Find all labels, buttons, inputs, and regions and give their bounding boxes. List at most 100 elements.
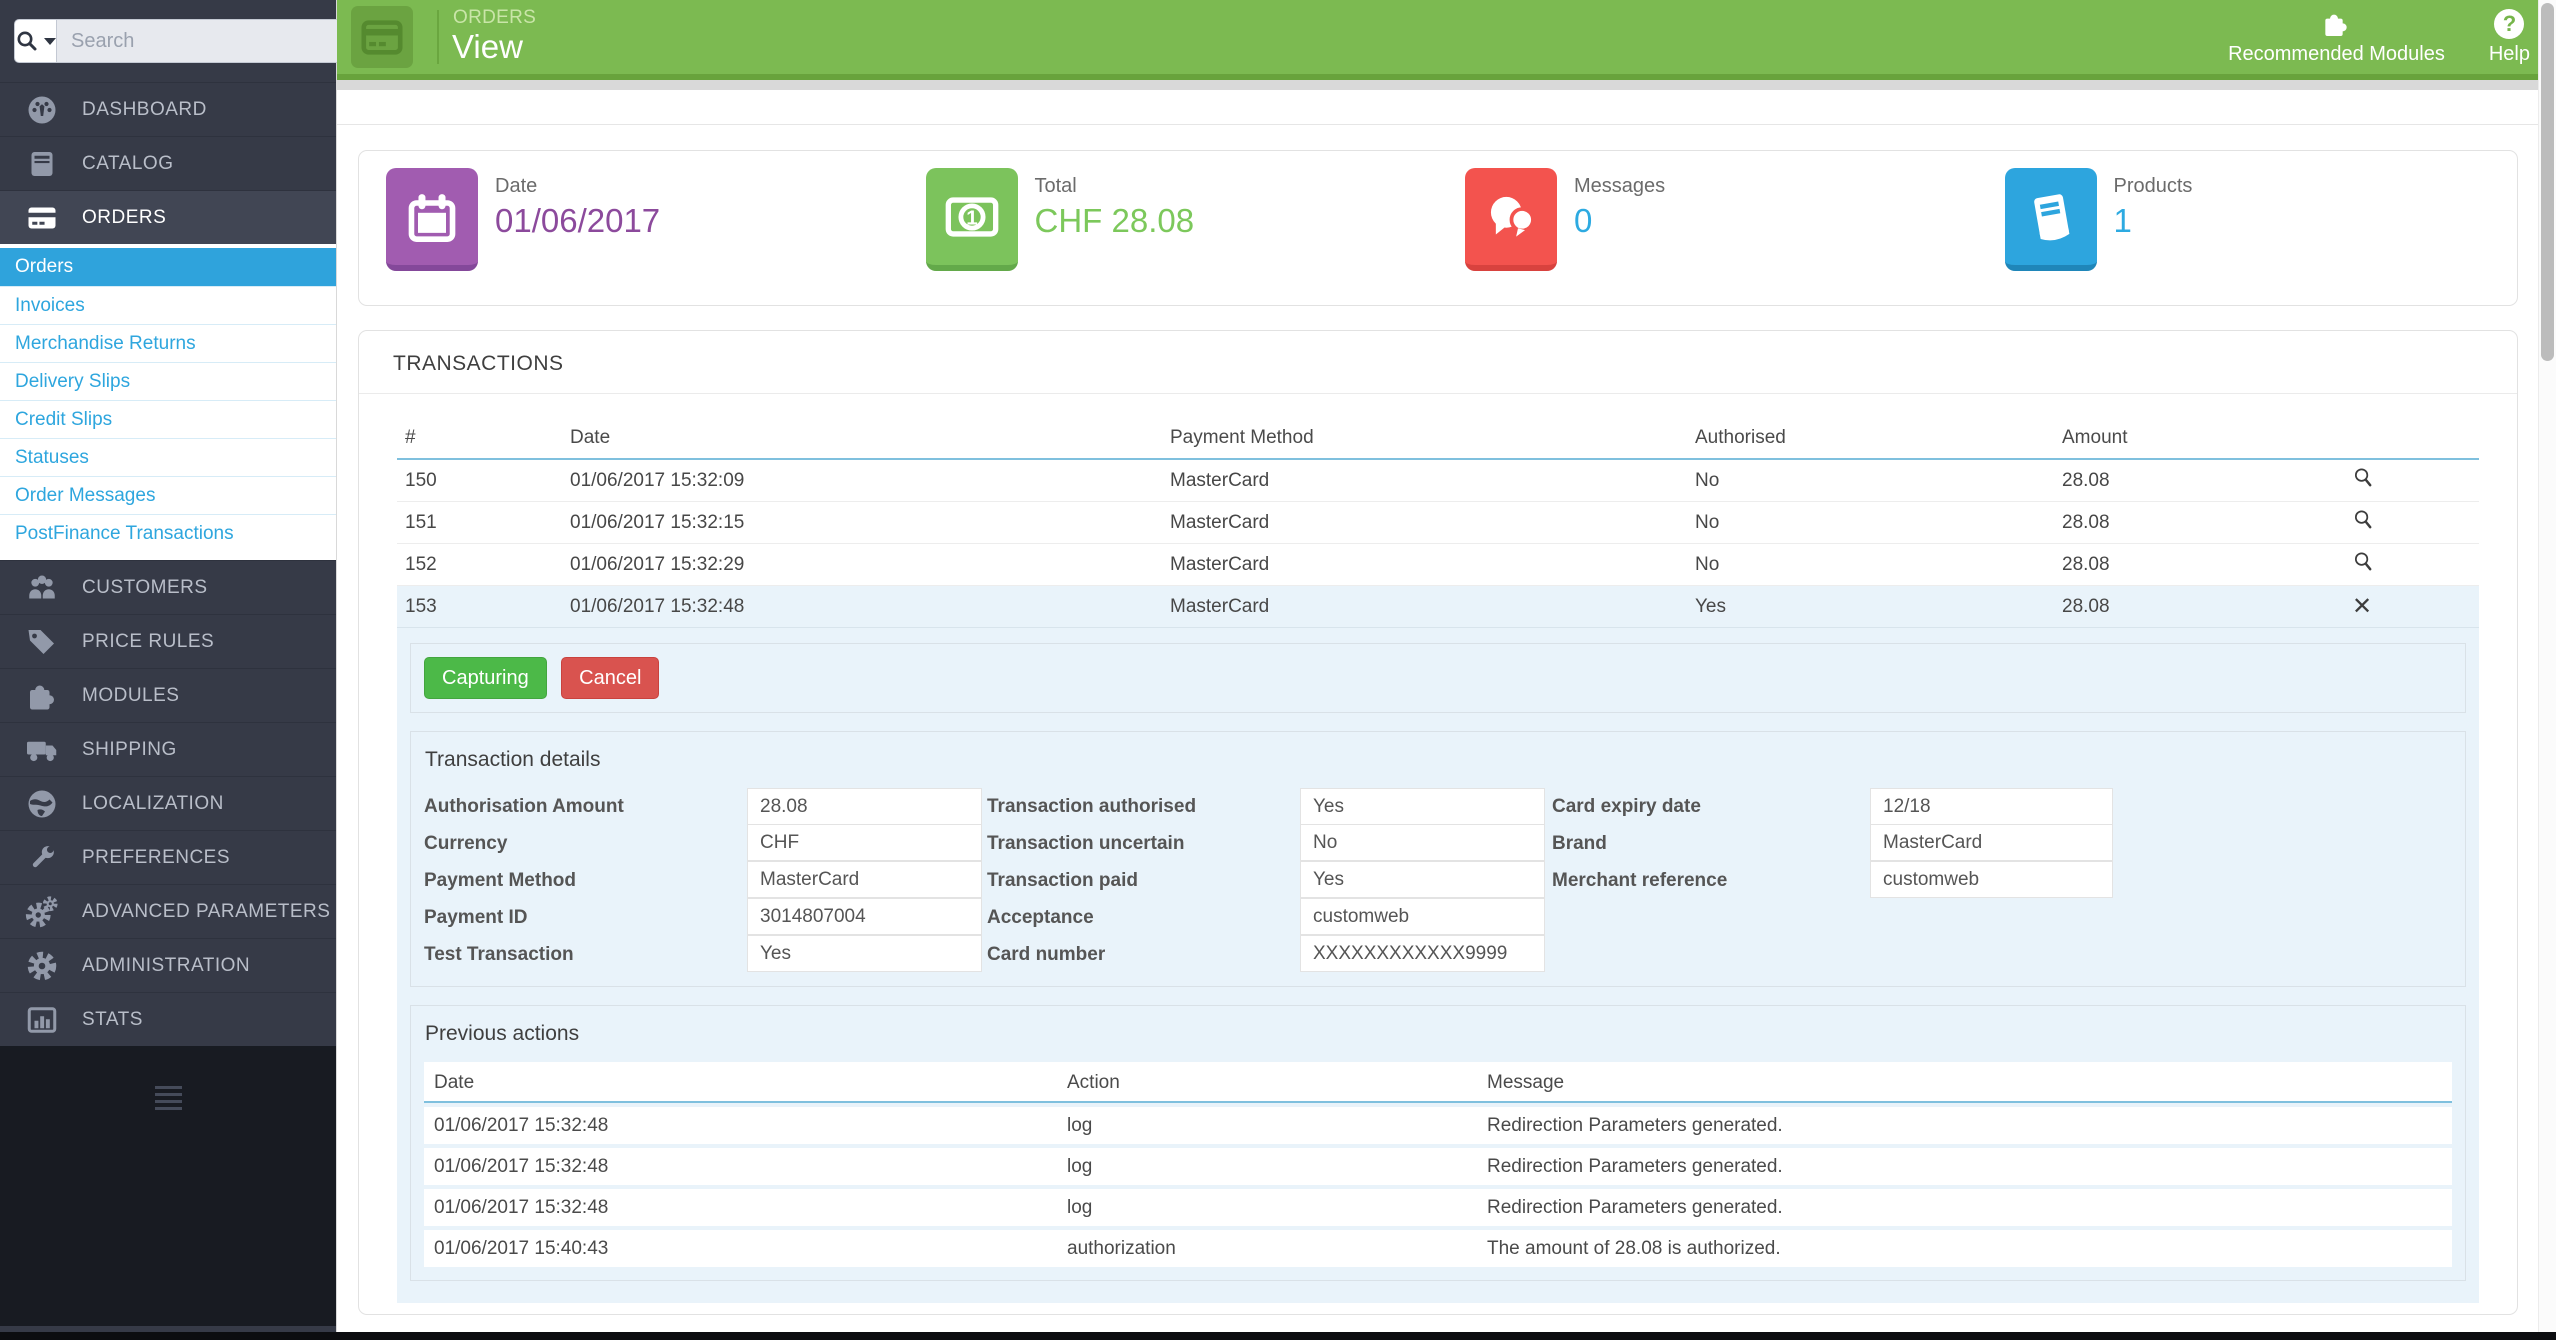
sidebar-item-orders[interactable]: ORDERS: [0, 190, 336, 244]
submenu-item-postfinance-transactions[interactable]: PostFinance Transactions: [0, 514, 336, 552]
sidebar-item-label: CUSTOMERS: [82, 576, 208, 598]
order-summary-panel: Date 01/06/2017 1 Total CHF 28.08: [358, 150, 2518, 306]
page-title: View: [452, 28, 523, 65]
submenu-item-statuses[interactable]: Statuses: [0, 438, 336, 476]
detail-value: 28.08: [747, 788, 982, 825]
sidebar-collapse-button[interactable]: [154, 1086, 182, 1114]
sidebar-item-label: DASHBOARD: [82, 98, 207, 120]
credit-card-icon: [361, 20, 403, 55]
transaction-actions-box: Capturing Cancel: [410, 643, 2466, 713]
sidebar-item-administration[interactable]: ADMINISTRATION: [0, 938, 336, 992]
recommended-modules-button[interactable]: Recommended Modules: [2228, 7, 2445, 66]
puzzle-icon: [2320, 7, 2352, 41]
sidebar-item-customers[interactable]: CUSTOMERS: [0, 560, 336, 614]
detail-value: customweb: [1300, 898, 1545, 935]
column-header-authorised: Authorised: [1695, 427, 1786, 448]
scrollbar-thumb[interactable]: [2541, 3, 2554, 361]
page-content: Date 01/06/2017 1 Total CHF 28.08: [337, 125, 2556, 1332]
stat-value: 0: [1574, 202, 1593, 239]
transaction-row[interactable]: 152 01/06/2017 15:32:29 MasterCard No 28…: [397, 544, 2479, 586]
view-transaction-icon[interactable]: [2352, 466, 2375, 495]
truck-icon: [22, 732, 62, 768]
orders-page-icon: [351, 6, 413, 68]
sidebar-item-label: PREFERENCES: [82, 846, 231, 868]
stat-label: Products: [2113, 175, 2193, 197]
details-column-3: Card expiry date 12/18 Brand MasterCard Me…: [1552, 788, 2113, 973]
chat-bubbles-icon: [1465, 168, 1557, 271]
sidebar-item-label: SHIPPING: [82, 738, 177, 760]
submenu-item-merchandise-returns[interactable]: Merchandise Returns: [0, 324, 336, 362]
sidebar-item-catalog[interactable]: CATALOG: [0, 136, 336, 190]
submenu-item-order-messages[interactable]: Order Messages: [0, 476, 336, 514]
detail-value: MasterCard: [747, 861, 982, 898]
sidebar-item-preferences[interactable]: PREFERENCES: [0, 830, 336, 884]
breadcrumb: ORDERS: [453, 7, 537, 28]
sidebar-item-label: MODULES: [82, 684, 180, 706]
stat-value: 1: [2113, 202, 2132, 239]
cancel-button[interactable]: Cancel: [561, 657, 660, 699]
view-transaction-icon[interactable]: [2352, 508, 2375, 537]
search-input[interactable]: [56, 19, 351, 63]
sidebar-item-modules[interactable]: MODULES: [0, 668, 336, 722]
detail-value: 12/18: [1870, 788, 2113, 825]
submenu-item-invoices[interactable]: Invoices: [0, 286, 336, 324]
search-area: [0, 0, 351, 82]
scrollbar[interactable]: [2538, 0, 2556, 1332]
chevron-down-icon: [44, 37, 56, 45]
search-scope-dropdown[interactable]: [14, 19, 56, 63]
sidebar-item-stats[interactable]: STATS: [0, 992, 336, 1046]
sidebar-item-label: STATS: [82, 1008, 143, 1030]
transactions-table-header: # Date Payment Method Authorised Amount: [397, 418, 2479, 460]
stat-card-total: 1 Total CHF 28.08: [899, 151, 1439, 305]
transactions-panel: TRANSACTIONS # Date Payment Method Autho…: [358, 330, 2518, 1315]
previous-action-row: 01/06/2017 15:32:48 log Redirection Para…: [424, 1107, 2452, 1144]
detail-value: MasterCard: [1870, 824, 2113, 861]
stat-value: CHF 28.08: [1034, 202, 1195, 239]
sidebar-item-price-rules[interactable]: PRICE RULES: [0, 614, 336, 668]
detail-value: No: [1300, 824, 1545, 861]
sidebar-item-advanced-parameters[interactable]: ADVANCED PARAMETERS: [0, 884, 336, 938]
transaction-row[interactable]: 150 01/06/2017 15:32:09 MasterCard No 28…: [397, 460, 2479, 502]
help-label: Help: [2488, 43, 2530, 65]
previous-actions-box: Previous actions Date Action Message 01/…: [410, 1005, 2466, 1281]
people-icon: [22, 570, 62, 606]
help-button[interactable]: ? Help: [2489, 7, 2530, 66]
credit-card-icon: [22, 200, 62, 236]
detail-value: Yes: [1300, 788, 1545, 825]
close-details-icon[interactable]: ✕: [2352, 592, 2373, 620]
stat-value: 01/06/2017: [495, 202, 661, 239]
sidebar: DASHBOARD CATALOG ORDERS Orders Invoices…: [0, 0, 351, 1332]
submenu-item-credit-slips[interactable]: Credit Slips: [0, 400, 336, 438]
capturing-button[interactable]: Capturing: [424, 657, 547, 699]
main-area: ORDERS View Recommended Modules ? Help: [337, 0, 2556, 1332]
gear-icon: [22, 948, 62, 984]
transaction-row[interactable]: 151 01/06/2017 15:32:15 MasterCard No 28…: [397, 502, 2479, 544]
view-transaction-icon[interactable]: [2352, 550, 2375, 579]
puzzle-icon: [22, 678, 62, 714]
previous-actions-title: Previous actions: [425, 1022, 580, 1045]
page-header: ORDERS View Recommended Modules ? Help: [337, 0, 2556, 80]
help-icon: ?: [2494, 7, 2525, 41]
bar-chart-icon: [22, 1002, 62, 1038]
sidebar-item-dashboard[interactable]: DASHBOARD: [0, 82, 336, 136]
divider: [437, 10, 439, 64]
submenu-item-orders[interactable]: Orders: [0, 248, 336, 286]
sidebar-item-label: LOCALIZATION: [82, 792, 224, 814]
recommended-modules-label: Recommended Modules: [2228, 43, 2445, 65]
transaction-row-selected[interactable]: 153 01/06/2017 15:32:48 MasterCard Yes 2…: [397, 586, 2479, 628]
stat-label: Date: [495, 175, 538, 197]
stat-card-products: Products 1: [1978, 151, 2518, 305]
toolbar: [337, 90, 2556, 125]
search-icon: [15, 29, 39, 53]
detail-value: 3014807004: [747, 898, 982, 935]
search-box: [14, 19, 351, 63]
sidebar-footer: [0, 1046, 336, 1326]
sidebar-item-localization[interactable]: LOCALIZATION: [0, 776, 336, 830]
previous-action-row: 01/06/2017 15:32:48 log Redirection Para…: [424, 1148, 2452, 1185]
sidebar-item-shipping[interactable]: SHIPPING: [0, 722, 336, 776]
submenu-item-delivery-slips[interactable]: Delivery Slips: [0, 362, 336, 400]
previous-actions-header: Date Action Message: [424, 1062, 2452, 1103]
detail-value: Yes: [1300, 861, 1545, 898]
previous-action-row: 01/06/2017 15:40:43 authorization The am…: [424, 1230, 2452, 1267]
